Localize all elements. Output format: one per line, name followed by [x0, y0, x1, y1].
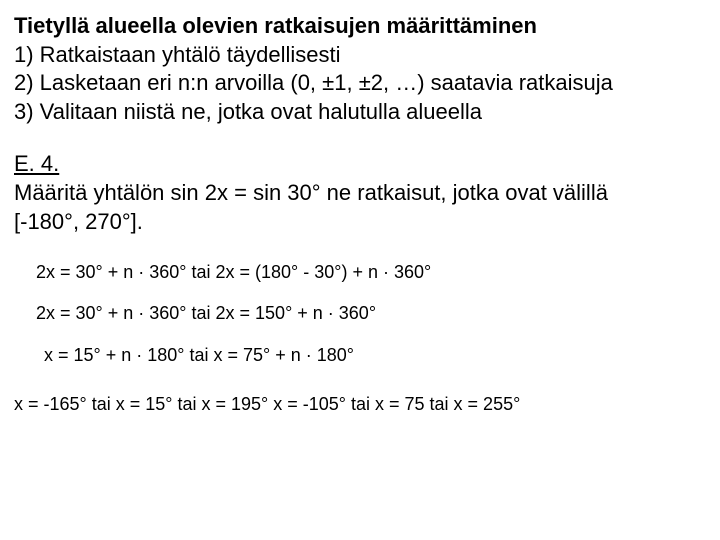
equation-3: x = 15° + n · 180° tai x = 75° + n · 180… [14, 343, 706, 368]
spacer [14, 236, 706, 260]
step-3: 3) Valitaan niistä ne, jotka ovat halutu… [14, 98, 706, 127]
equation-1: 2x = 30° + n · 360° tai 2x = (180° - 30°… [14, 260, 706, 285]
exercise-text-line1: Määritä yhtälön sin 2x = sin 30° ne ratk… [14, 179, 706, 208]
equation-2: 2x = 30° + n · 360° tai 2x = 150° + n · … [14, 301, 706, 326]
spacer [14, 368, 706, 392]
step-2: 2) Lasketaan eri n:n arvoilla (0, ±1, ±2… [14, 69, 706, 98]
spacer [14, 327, 706, 343]
section-heading: Tietyllä alueella olevien ratkaisujen mä… [14, 12, 706, 41]
step-1: 1) Ratkaistaan yhtälö täydellisesti [14, 41, 706, 70]
exercise-label: E. 4. [14, 150, 706, 179]
spacer [14, 285, 706, 301]
exercise-text-line2: [-180°, 270°]. [14, 208, 706, 237]
equation-4: x = -165° tai x = 15° tai x = 195° x = -… [14, 392, 706, 417]
spacer [14, 126, 706, 150]
